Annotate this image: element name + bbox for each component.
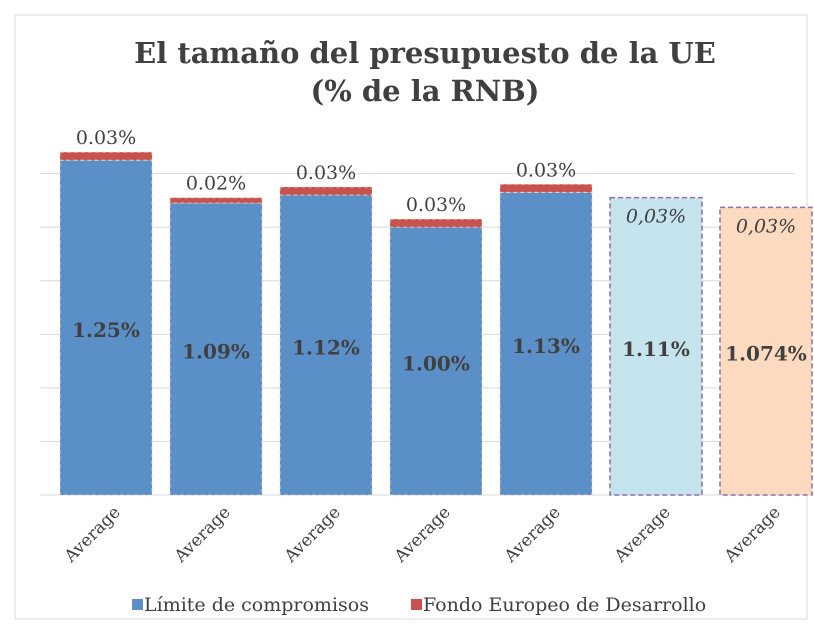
chart-title: El tamaño del presupuesto de la UE (% de… xyxy=(134,36,716,108)
value-label: 1.25% xyxy=(72,318,140,342)
bar-segment xyxy=(279,186,373,196)
value-label: 1.13% xyxy=(512,334,580,358)
value-label: 1.12% xyxy=(292,336,360,360)
bar-segment xyxy=(279,194,373,496)
legend-swatch xyxy=(411,599,422,610)
value-label: 1.00% xyxy=(402,352,470,376)
annotation: 0,03% xyxy=(626,206,686,228)
legend-label: Límite de compromisos xyxy=(144,594,369,616)
bar-segment xyxy=(499,183,593,193)
annotation: 0,03% xyxy=(736,215,796,237)
bar-segment xyxy=(389,218,483,228)
bar-segment xyxy=(609,196,703,496)
bar-segment xyxy=(59,159,153,496)
bar-segment xyxy=(59,151,153,161)
value-label: 0.02% xyxy=(186,173,246,195)
value-label: 0.03% xyxy=(406,194,466,216)
value-label: 0.03% xyxy=(516,159,576,181)
value-label: 1.09% xyxy=(182,340,250,364)
bar-segment xyxy=(169,197,263,204)
bar-segment xyxy=(389,226,483,496)
value-label: 0.03% xyxy=(296,162,356,184)
value-label: 1.11% xyxy=(622,337,690,361)
value-label: 1.074% xyxy=(725,342,807,366)
bar-segment xyxy=(169,202,263,496)
legend-swatch xyxy=(132,599,143,610)
bar-segment xyxy=(719,206,813,496)
value-label: 0.03% xyxy=(76,127,136,149)
legend-label: Fondo Europeo de Desarrollo xyxy=(423,594,706,616)
bar-segment xyxy=(499,191,593,496)
